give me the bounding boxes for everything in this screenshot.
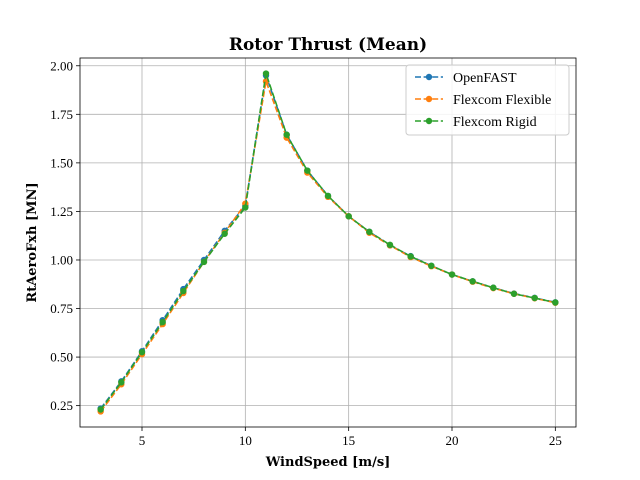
y-tick-label: 1.75 <box>50 107 73 122</box>
y-tick-label: 1.25 <box>50 204 73 219</box>
series-line <box>100 73 556 411</box>
data-point <box>138 349 146 356</box>
legend-marker <box>425 95 433 103</box>
plot-frame <box>79 57 577 428</box>
y-axis-label: RtAeroFxh [MN] <box>25 182 40 302</box>
x-tick-label: 10 <box>239 433 252 448</box>
data-point <box>386 241 394 249</box>
data-point <box>304 167 311 174</box>
data-point <box>283 131 290 138</box>
x-tick-label: 25 <box>549 433 562 448</box>
data-point <box>159 318 166 326</box>
y-tick-label: 0.25 <box>50 398 73 413</box>
series-flexcom-rigid <box>97 70 559 413</box>
data-point <box>242 204 249 211</box>
data-point <box>510 290 518 297</box>
axis-ticks: 5 10 15 20 25 0.25 0.50 0.75 1.00 1.25 1.50 1.75 2.0… <box>50 58 562 448</box>
legend-item: Flexcom Flexible <box>415 93 551 108</box>
y-tick-label: 1.50 <box>50 155 73 170</box>
y-tick-label: 1.00 <box>50 252 73 267</box>
data-point <box>531 294 538 302</box>
series-lines <box>97 70 559 415</box>
x-axis-label: WindSpeed [m/s] <box>265 455 391 470</box>
legend-box <box>405 64 570 136</box>
data-point <box>200 258 208 266</box>
chart-title: Rotor Thrust (Mean) <box>229 35 427 55</box>
legend-marker <box>425 117 433 125</box>
y-tick-label: 2.00 <box>50 58 73 73</box>
legend: OpenFAST Flexcom Flexible Flexcom Rigid <box>405 64 570 136</box>
data-point <box>552 299 559 306</box>
data-point <box>366 228 373 236</box>
legend-item: Flexcom Rigid <box>415 115 537 130</box>
data-point <box>490 284 497 291</box>
data-point <box>407 253 414 260</box>
data-point <box>262 70 270 77</box>
grid-lines <box>80 58 576 427</box>
data-point <box>221 230 228 237</box>
data-point <box>469 278 476 285</box>
y-tick-label: 0.50 <box>50 350 73 365</box>
legend-label: Flexcom Rigid <box>453 115 537 130</box>
x-tick-label: 15 <box>342 433 355 448</box>
x-tick-label: 5 <box>139 433 146 448</box>
legend-marker <box>425 73 433 81</box>
data-point <box>345 213 352 220</box>
data-point <box>324 192 332 200</box>
legend-label: OpenFAST <box>453 71 517 86</box>
legend-item: OpenFAST <box>415 71 517 86</box>
y-tick-label: 0.75 <box>50 301 73 316</box>
data-point <box>448 271 456 278</box>
data-point <box>180 287 187 295</box>
legend-label: Flexcom Flexible <box>453 93 551 108</box>
data-point <box>97 406 104 413</box>
x-tick-label: 20 <box>446 433 459 448</box>
data-point <box>428 262 435 270</box>
data-point <box>118 379 125 386</box>
